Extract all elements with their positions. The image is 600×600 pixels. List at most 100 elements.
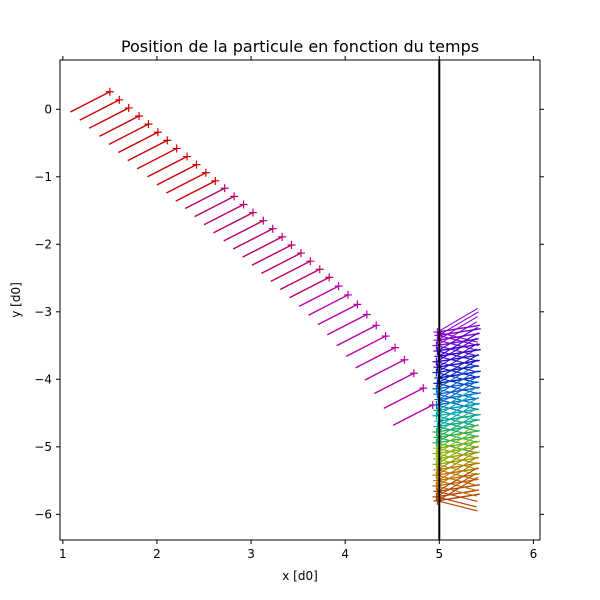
trajectory-tail — [70, 91, 111, 113]
trajectory-tail — [436, 338, 479, 347]
trajectory-tail — [437, 456, 478, 482]
trajectory-tail — [438, 399, 479, 411]
trajectory-tail — [438, 353, 479, 379]
trajectory-tail — [436, 337, 477, 363]
data-point-marker — [419, 384, 428, 393]
trajectory-tail — [308, 294, 349, 316]
data-point-marker — [144, 120, 153, 129]
trajectory-tail — [437, 445, 478, 471]
trajectory-tail — [242, 236, 283, 258]
trajectory-tail — [437, 324, 480, 333]
trajectory-tail — [127, 139, 168, 162]
y-tick-label: −4 — [34, 372, 52, 386]
trajectory-tail — [213, 211, 254, 234]
data-point-marker — [172, 144, 181, 153]
trajectory-tail — [438, 377, 479, 389]
trajectory-tail — [436, 451, 477, 476]
trajectory-tail — [436, 429, 477, 455]
trajectory-tail — [437, 343, 478, 368]
trajectory-tail — [184, 187, 226, 210]
y-tick-label: −5 — [34, 440, 52, 454]
trajectory-tail — [79, 99, 120, 121]
trajectory-tail — [437, 375, 480, 385]
trajectory-tail — [436, 364, 477, 390]
trajectory-tail — [436, 467, 479, 476]
trajectory-tail — [270, 260, 311, 283]
data-point-marker — [268, 224, 277, 233]
trajectory-tail — [436, 446, 479, 455]
data-point-marker — [325, 273, 334, 282]
data-point-marker — [362, 310, 371, 319]
trajectory-tail — [437, 332, 480, 341]
trajectory-tail — [437, 467, 478, 492]
data-point-marker — [315, 265, 324, 274]
data-point-marker — [135, 112, 144, 121]
x-tick-label: 6 — [530, 547, 538, 561]
trajectory-tail — [118, 131, 159, 154]
trajectory-tail — [437, 447, 478, 459]
trajectory-tail — [436, 348, 477, 374]
trajectory-tail — [436, 496, 477, 508]
x-tick-label: 4 — [341, 547, 349, 561]
trajectory-tail — [136, 147, 178, 170]
trajectory-tail — [436, 391, 477, 417]
trajectory-tail — [88, 107, 130, 129]
trajectory-tail — [437, 326, 478, 352]
data-point-marker — [334, 282, 343, 291]
trajectory-tail — [437, 359, 478, 384]
trajectory-tail — [437, 500, 478, 512]
trajectory-tail — [438, 355, 479, 368]
trajectory-tail — [437, 424, 478, 449]
plot-frame — [59, 59, 541, 541]
trajectory-tail — [438, 311, 479, 336]
data-point-marker — [259, 216, 268, 225]
data-point-marker — [287, 240, 296, 249]
data-point-marker — [400, 355, 409, 364]
plot-layer — [70, 60, 481, 540]
trajectory-tail — [437, 409, 478, 422]
trajectory-tail — [436, 381, 479, 390]
trajectory-tail — [317, 303, 358, 326]
trajectory-tail — [436, 415, 477, 427]
trajectory-tail — [436, 354, 479, 363]
trajectory-tail — [437, 307, 478, 333]
trajectory-tail — [436, 407, 477, 433]
data-point-marker — [248, 208, 257, 217]
trajectory-tail — [436, 408, 479, 417]
trajectory-tail — [437, 476, 478, 502]
trajectory-tail — [437, 458, 478, 470]
x-tick-label: 3 — [247, 547, 255, 561]
data-point-marker — [211, 176, 220, 185]
trajectory-tail — [383, 387, 424, 409]
trajectory-tail — [437, 436, 478, 449]
trajectory-tail — [437, 316, 478, 341]
data-point-marker — [353, 300, 362, 309]
trajectory-tail — [336, 324, 377, 347]
trajectory-tail — [251, 244, 292, 266]
x-tick-label: 1 — [59, 547, 67, 561]
data-point-marker — [192, 160, 201, 169]
trajectory-tail — [436, 461, 477, 487]
data-point-marker — [220, 184, 229, 193]
trajectory-tail — [99, 115, 140, 137]
trajectory-tail — [175, 180, 216, 202]
x-axis-label: x [d0] — [282, 569, 318, 583]
data-point-marker — [124, 103, 133, 112]
trajectory-tail — [436, 397, 479, 406]
trajectory-tail — [437, 359, 480, 368]
y-tick-label: −2 — [34, 237, 52, 251]
trajectory-tail — [437, 402, 478, 428]
x-tick-label: 5 — [435, 547, 443, 561]
trajectory-tail — [156, 164, 197, 186]
series-approach — [70, 87, 437, 426]
trajectory-tail — [147, 155, 188, 178]
trajectory-tail — [437, 434, 478, 460]
trajectory-tail — [438, 375, 479, 401]
trajectory-tail — [436, 380, 477, 406]
data-point-marker — [239, 200, 248, 209]
data-point-marker — [296, 249, 305, 258]
trajectory-tail — [298, 285, 339, 308]
trajectory-tail — [326, 313, 368, 336]
